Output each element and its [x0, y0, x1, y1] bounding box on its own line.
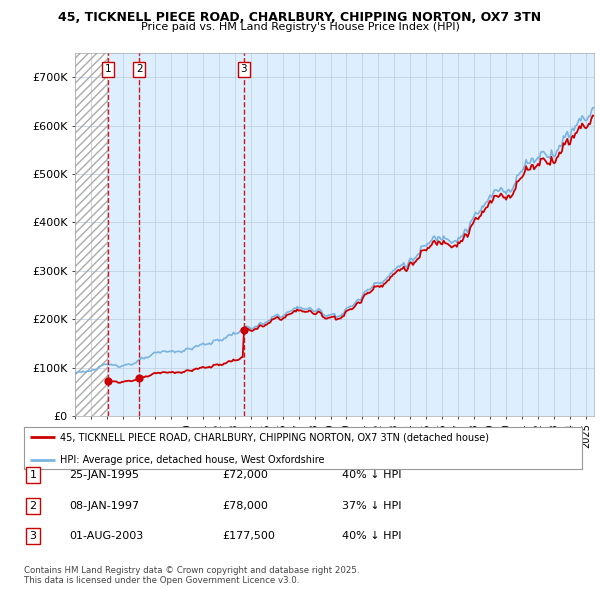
Point: [103, 376, 113, 386]
Text: 40% ↓ HPI: 40% ↓ HPI: [342, 532, 401, 541]
Text: 25-JAN-1995: 25-JAN-1995: [69, 470, 139, 480]
Point: [134, 373, 144, 383]
Text: 3: 3: [29, 532, 37, 541]
Text: 2: 2: [136, 64, 143, 74]
Text: 01-AUG-2003: 01-AUG-2003: [69, 532, 143, 541]
Bar: [75, 53, 108, 416]
Text: 45, TICKNELL PIECE ROAD, CHARLBURY, CHIPPING NORTON, OX7 3TN (detached house): 45, TICKNELL PIECE ROAD, CHARLBURY, CHIP…: [60, 432, 489, 442]
Text: £72,000: £72,000: [222, 470, 268, 480]
Text: 3: 3: [241, 64, 247, 74]
Text: HPI: Average price, detached house, West Oxfordshire: HPI: Average price, detached house, West…: [60, 455, 325, 465]
Text: £177,500: £177,500: [222, 532, 275, 541]
Text: 08-JAN-1997: 08-JAN-1997: [69, 501, 139, 510]
Text: 1: 1: [29, 470, 37, 480]
Text: £78,000: £78,000: [222, 501, 268, 510]
Text: 45, TICKNELL PIECE ROAD, CHARLBURY, CHIPPING NORTON, OX7 3TN: 45, TICKNELL PIECE ROAD, CHARLBURY, CHIP…: [58, 11, 542, 24]
Text: 1: 1: [105, 64, 112, 74]
Text: 40% ↓ HPI: 40% ↓ HPI: [342, 470, 401, 480]
Text: Price paid vs. HM Land Registry's House Price Index (HPI): Price paid vs. HM Land Registry's House …: [140, 22, 460, 32]
Text: 2: 2: [29, 501, 37, 510]
Point: [239, 325, 249, 335]
Text: Contains HM Land Registry data © Crown copyright and database right 2025.
This d: Contains HM Land Registry data © Crown c…: [24, 566, 359, 585]
Text: 37% ↓ HPI: 37% ↓ HPI: [342, 501, 401, 510]
